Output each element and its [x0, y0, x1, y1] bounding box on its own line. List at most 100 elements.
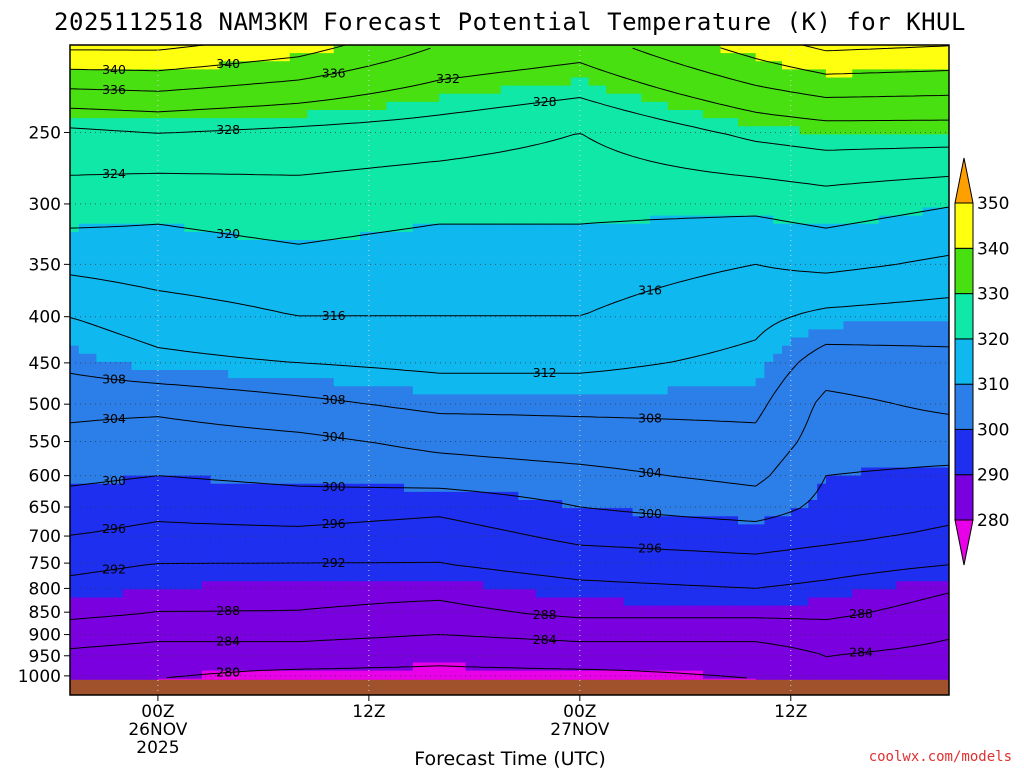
contour-cell — [623, 394, 634, 404]
contour-cell — [518, 118, 528, 127]
contour-cell — [333, 288, 344, 298]
contour-cell — [254, 248, 264, 257]
contour-cell — [105, 69, 115, 79]
contour-cell — [483, 394, 493, 404]
contour-cell — [597, 256, 607, 265]
contour-cell — [579, 223, 590, 233]
contour-cell — [817, 248, 827, 257]
contour-cell — [808, 410, 818, 420]
contour-cell — [905, 166, 915, 176]
contour-cell — [790, 435, 801, 444]
contour-cell — [808, 61, 818, 70]
contour-cell — [395, 199, 405, 209]
contour-cell — [562, 45, 572, 54]
contour-cell — [632, 264, 642, 274]
contour-cell — [96, 256, 106, 265]
contour-cell — [553, 207, 563, 217]
contour-cell — [157, 313, 168, 322]
contour-cell — [210, 296, 221, 306]
contour-cell — [280, 166, 291, 176]
contour-cell — [922, 45, 933, 54]
contour-cell — [368, 134, 379, 144]
contour-cell — [614, 394, 625, 404]
contour-cell — [825, 223, 836, 233]
contour-cell — [105, 118, 115, 127]
contour-cell — [773, 150, 783, 160]
contour-cell — [157, 296, 168, 306]
contour-cell — [781, 378, 792, 387]
contour-cell — [368, 329, 379, 339]
contour-cell — [711, 305, 722, 314]
contour-cell — [96, 175, 106, 184]
contour-cell — [149, 240, 159, 249]
contour-cell — [228, 223, 238, 233]
contour-cell — [368, 305, 379, 314]
contour-cell — [825, 118, 836, 127]
contour-cell — [254, 142, 264, 152]
contour-cell — [96, 410, 106, 420]
contour-cell — [430, 361, 440, 371]
contour-cell — [606, 53, 616, 62]
contour-cell — [263, 61, 273, 70]
contour-cell — [518, 45, 528, 54]
contour-cell — [430, 329, 440, 339]
contour-cell — [887, 321, 897, 330]
contour-cell — [254, 45, 264, 54]
contour-cell — [623, 93, 634, 103]
contour-cell — [87, 199, 97, 209]
contour-cell — [421, 150, 431, 160]
contour-cell — [667, 207, 678, 217]
contour-cell — [96, 296, 106, 306]
contour-cell — [579, 110, 590, 119]
contour-cell — [887, 199, 897, 209]
contour-cell — [667, 329, 678, 339]
contour-cell — [430, 345, 440, 355]
contour-cell — [641, 93, 651, 103]
contour-cell — [175, 443, 185, 452]
contour-cell — [149, 45, 159, 54]
contour-cell — [386, 207, 396, 217]
contour-cell — [316, 378, 326, 387]
contour-cell — [140, 394, 150, 404]
contour-cell — [368, 93, 379, 103]
contour-cell — [509, 175, 519, 184]
contour-cell — [96, 142, 106, 152]
contour-cell — [808, 183, 818, 192]
contour-cell — [562, 280, 572, 290]
contour-cell — [219, 443, 229, 452]
contour-cell — [878, 158, 889, 168]
contour-cell — [597, 118, 607, 127]
contour-cell — [518, 248, 528, 257]
contour-cell — [491, 158, 502, 168]
contour-cell — [157, 370, 168, 379]
contour-cell — [263, 256, 273, 265]
contour-cell — [201, 61, 212, 70]
contour-cell — [535, 45, 546, 54]
contour-cell — [456, 215, 467, 225]
contour-cell — [773, 394, 783, 404]
contour-cell — [623, 85, 634, 95]
contour-cell — [711, 101, 722, 111]
contour-cell — [368, 418, 379, 428]
contour-cell — [869, 280, 880, 290]
contour-cell — [808, 231, 818, 241]
contour-cell — [316, 410, 326, 420]
contour-cell — [289, 443, 300, 452]
contour-cell — [755, 223, 766, 233]
contour-cell — [351, 45, 361, 54]
contour-cell — [781, 361, 792, 371]
contour-cell — [527, 85, 537, 95]
contour-cell — [421, 296, 431, 306]
contour-cell — [324, 264, 335, 274]
contour-cell — [447, 248, 458, 257]
contour-cell — [764, 93, 774, 103]
contour-cell — [878, 110, 889, 119]
contour-cell — [773, 353, 783, 363]
contour-cell — [861, 410, 871, 420]
contour-cell — [746, 199, 757, 209]
contour-cell — [869, 296, 880, 306]
contour-cell — [729, 361, 739, 371]
contour-cell — [614, 443, 625, 452]
contour-cell — [272, 435, 282, 444]
contour-cell — [175, 223, 185, 233]
